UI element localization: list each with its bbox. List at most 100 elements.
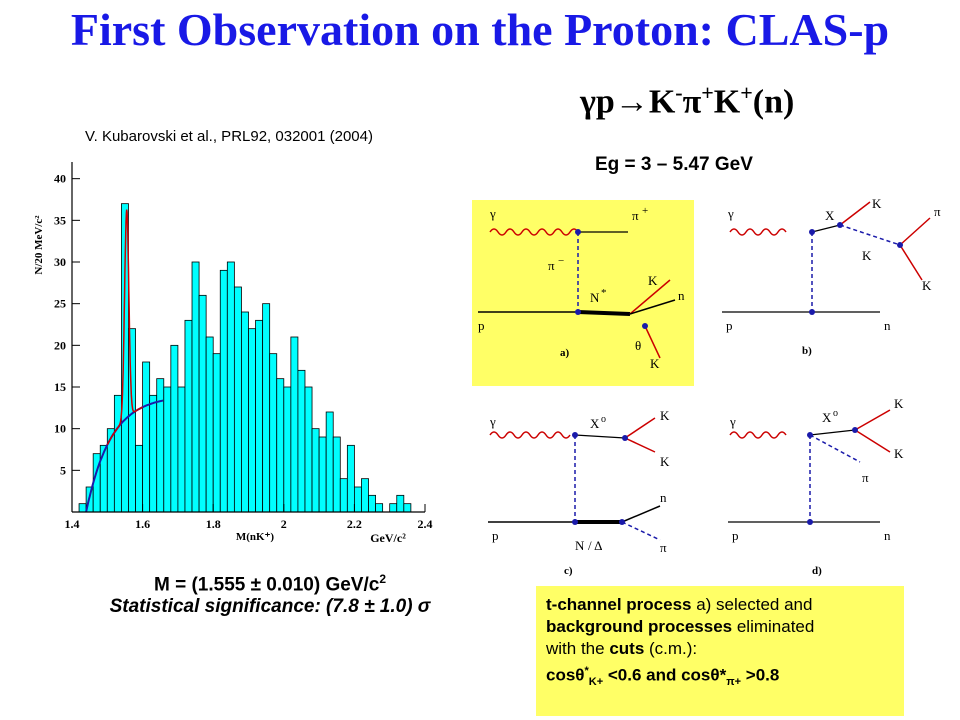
x-line — [574, 434, 626, 439]
diagram-a: γ π + π − p N * K n θ K a) — [472, 200, 694, 386]
label-p: p — [726, 318, 733, 333]
caption-d: d) — [812, 565, 822, 577]
label-p: p — [492, 528, 499, 543]
note-sub: π+ — [726, 676, 742, 689]
photon-line — [729, 228, 787, 236]
histogram-bar — [283, 386, 292, 513]
histogram-bars — [78, 203, 412, 513]
x-tick-label: 2 — [281, 517, 287, 531]
histogram-bar — [149, 394, 158, 513]
caption-c: c) — [564, 565, 573, 577]
diagram-b: γ X K π K K p n b) — [722, 196, 941, 357]
kplus-line — [624, 417, 656, 439]
y-axis-label: N/20 MeV/c² — [33, 215, 45, 275]
histogram-bar — [262, 303, 271, 513]
background-fit-curve — [85, 399, 164, 513]
note-text: >0.8 — [741, 665, 780, 685]
label-n: n — [884, 318, 891, 333]
citation: V. Kubarovski et al., PRL92, 032001 (200… — [85, 128, 373, 145]
label-n: n — [678, 288, 685, 303]
label-k-star: K — [862, 248, 872, 263]
label-delta: / Δ — [588, 538, 603, 553]
photon-line — [489, 431, 571, 439]
vertex — [642, 323, 648, 329]
note-line: with the cuts (c.m.): — [546, 638, 894, 660]
histogram-bar — [135, 444, 144, 513]
x-tick-label: 2.2 — [347, 517, 362, 531]
histogram-bar — [163, 386, 172, 513]
fit-curves — [85, 209, 164, 513]
histogram-bar — [297, 369, 306, 513]
x-tick-label: 1.6 — [135, 517, 150, 531]
histogram-bar — [304, 386, 313, 513]
histogram-bar — [226, 261, 235, 513]
y-tick-label: 10 — [54, 422, 66, 436]
label-n-delta: N — [575, 538, 585, 553]
histogram-bar — [403, 503, 412, 513]
label-sigma: o — [601, 414, 606, 425]
label-nstar: N — [590, 290, 600, 305]
label-k-plus: K — [872, 196, 882, 211]
reaction-sup: - — [675, 80, 683, 105]
note-text: a) selected and — [691, 595, 813, 614]
label-k-minus: K — [922, 278, 932, 293]
vertex — [575, 229, 581, 235]
kminus-line — [899, 244, 923, 281]
significance-result: Statistical significance: (7.8 ± 1.0) σ — [109, 596, 431, 617]
histogram-bar — [375, 503, 384, 513]
note-text: with the — [546, 639, 610, 658]
vertex — [809, 309, 815, 315]
histogram-bar — [339, 478, 348, 513]
histogram-bar — [78, 503, 87, 513]
reaction-sup: + — [740, 80, 753, 105]
reaction-part: π — [682, 83, 702, 121]
y-tick-label: 5 — [60, 463, 66, 477]
histogram-ticks: 1.4 1.6 1.8 2 2.2 2.4 5 10 15 20 25 30 35 40 — [54, 172, 433, 531]
vertex — [809, 229, 815, 235]
label-gamma: γ — [727, 206, 734, 221]
diagram-c: γ X o K K p n N / Δ π c) — [488, 408, 670, 577]
x-tick-label: 1.8 — [206, 517, 221, 531]
caption-b: b) — [802, 345, 812, 357]
x-tick-label: 1.4 — [65, 517, 80, 531]
label-p: p — [732, 528, 739, 543]
vertex — [619, 519, 625, 525]
label-k-minus: K — [894, 446, 904, 461]
histogram-bar — [184, 319, 193, 513]
x-axis-label: M(nK⁺) — [236, 531, 275, 543]
diagram-a-highlight — [472, 200, 694, 386]
label-pi-plus: π — [934, 204, 941, 219]
kminus-line — [854, 429, 891, 453]
kplus-line — [839, 201, 871, 226]
mass-result-text: M = (1.555 ± 0.010) GeV/c — [153, 574, 380, 596]
reaction-part: γp→K — [580, 83, 676, 121]
kplus-line — [644, 325, 661, 359]
note-text: cosθ — [546, 665, 585, 685]
histogram-bar — [368, 494, 376, 513]
vertex — [575, 309, 581, 315]
note-sup: * — [584, 665, 589, 677]
note-line: background processes eliminated — [546, 616, 894, 638]
n-line — [629, 299, 676, 315]
kminus-line — [624, 437, 656, 453]
label-theta: θ — [635, 338, 641, 353]
label-pi-plus: π — [632, 208, 639, 223]
vertex — [852, 427, 858, 433]
note-bold: background processes — [546, 617, 733, 636]
label-k-minus: K — [660, 454, 670, 469]
photon-line — [489, 228, 579, 236]
note-line: cosθ*K+ <0.6 and cosθ*π+ >0.8 — [546, 660, 894, 693]
histogram-bar — [276, 378, 285, 513]
note-text: <0.6 and cosθ* — [603, 665, 727, 685]
label-k-plus: K — [894, 396, 904, 411]
feynman-diagrams: γ π + π − p N * K n θ K a) — [472, 196, 941, 577]
histogram-bar — [142, 361, 151, 513]
label-x: X — [825, 208, 835, 223]
histogram-bar — [332, 436, 341, 513]
slide-title: First Observation on the Proton: CLAS-p — [70, 4, 890, 55]
x-axis-unit: GeV/c² — [370, 531, 406, 545]
note-line: t-channel process a) selected and — [546, 594, 894, 616]
vertex — [572, 432, 578, 438]
histogram-bar — [255, 319, 264, 513]
histogram-bar — [156, 378, 165, 513]
